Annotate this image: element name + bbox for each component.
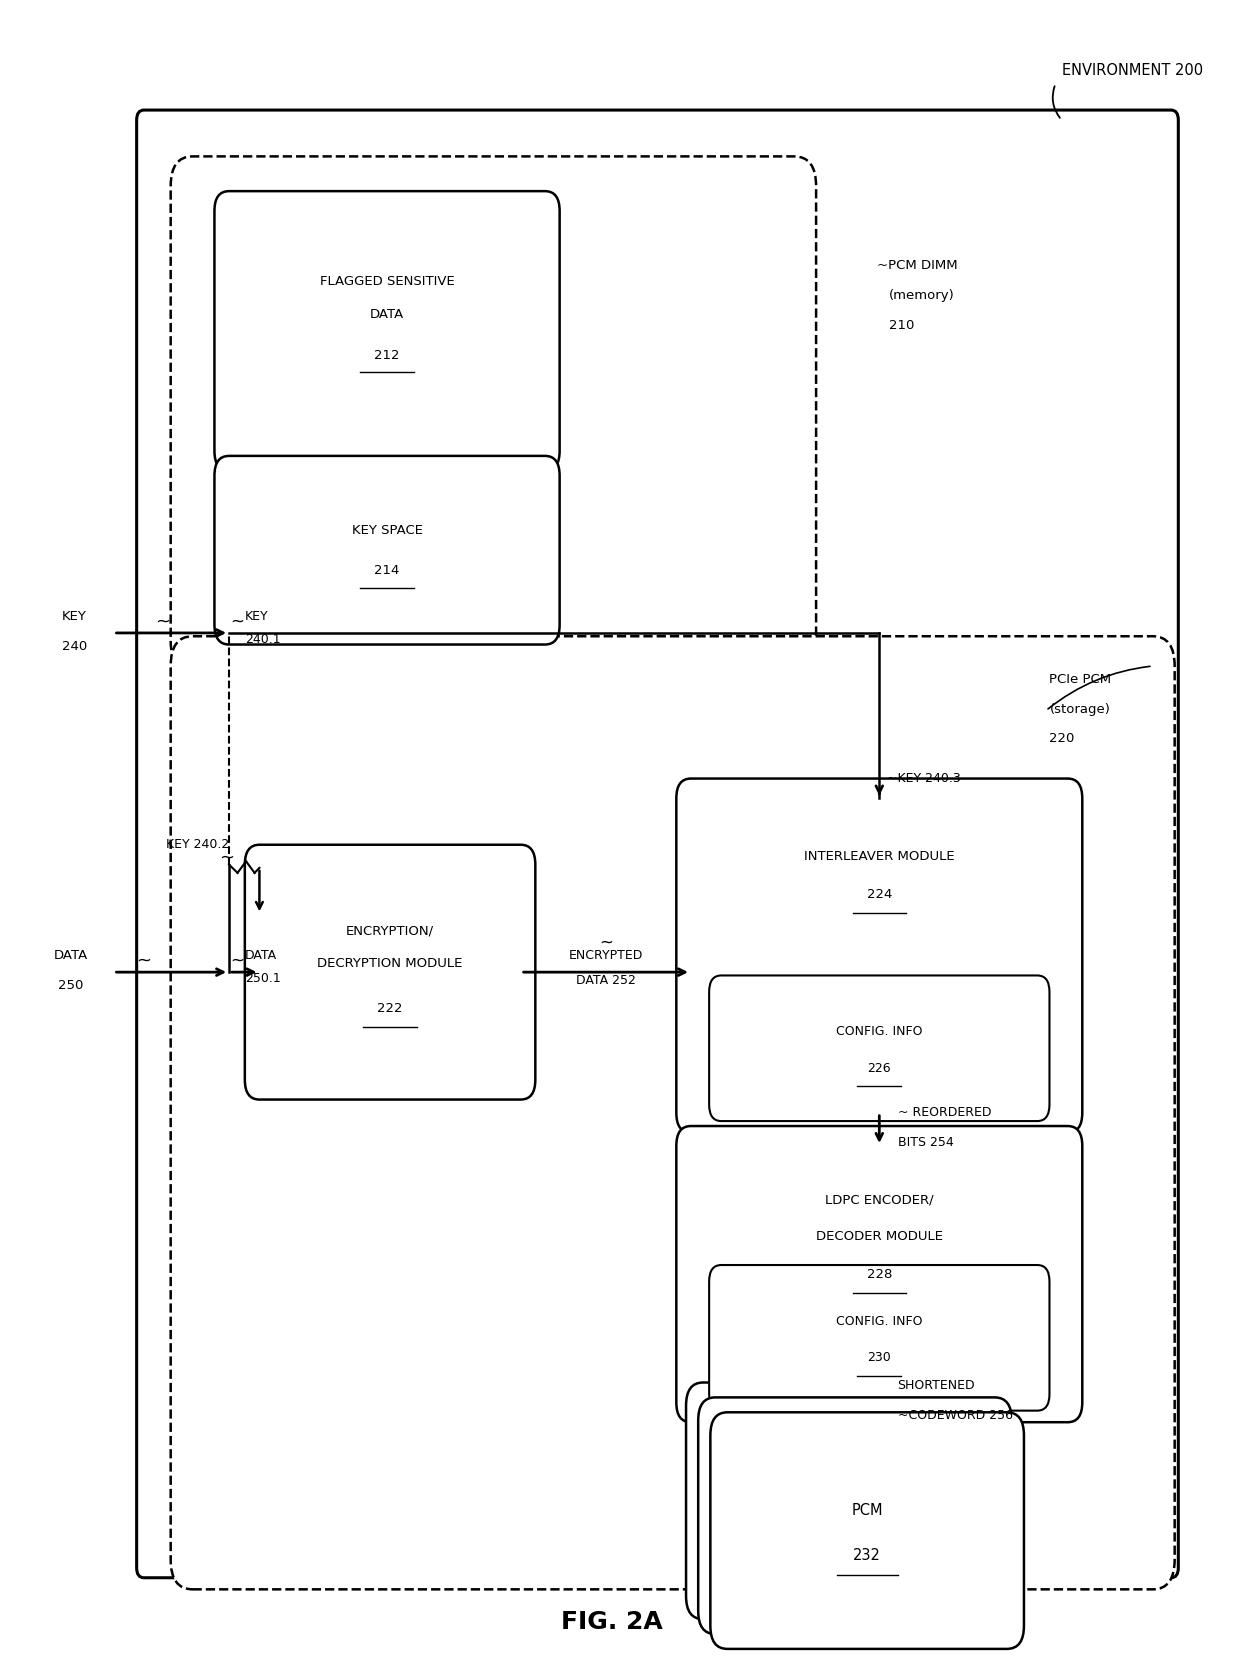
FancyBboxPatch shape <box>709 976 1049 1121</box>
Text: DATA: DATA <box>244 950 277 963</box>
Text: 210: 210 <box>889 319 914 331</box>
Text: ~: ~ <box>219 850 234 866</box>
Text: 222: 222 <box>377 1003 403 1014</box>
Text: DECODER MODULE: DECODER MODULE <box>816 1231 942 1244</box>
Text: ~PCM DIMM: ~PCM DIMM <box>877 259 957 273</box>
Text: KEY 240.2: KEY 240.2 <box>166 838 229 851</box>
Text: KEY: KEY <box>244 610 268 624</box>
Text: KEY SPACE: KEY SPACE <box>352 524 423 537</box>
Text: ENCRYPTION/: ENCRYPTION/ <box>346 925 434 938</box>
Text: PCIe PCM: PCIe PCM <box>1049 674 1111 685</box>
Text: 214: 214 <box>374 564 399 577</box>
Text: ENCRYPTED: ENCRYPTED <box>569 950 644 963</box>
Text: 226: 226 <box>868 1061 892 1074</box>
FancyBboxPatch shape <box>244 845 536 1099</box>
FancyBboxPatch shape <box>171 637 1174 1590</box>
FancyBboxPatch shape <box>676 1126 1083 1422</box>
FancyBboxPatch shape <box>686 1382 999 1620</box>
Text: 250.1: 250.1 <box>244 973 280 984</box>
Text: 212: 212 <box>374 349 399 363</box>
FancyBboxPatch shape <box>136 110 1178 1578</box>
Text: ~: ~ <box>136 951 151 970</box>
FancyBboxPatch shape <box>215 456 559 645</box>
Text: PCM: PCM <box>852 1503 883 1518</box>
Text: (storage): (storage) <box>1049 702 1110 715</box>
Text: 250: 250 <box>58 980 84 991</box>
Text: ~ REORDERED: ~ REORDERED <box>898 1106 991 1119</box>
Text: ~: ~ <box>599 933 613 951</box>
Text: 224: 224 <box>867 888 892 901</box>
Text: (memory): (memory) <box>889 289 955 303</box>
FancyBboxPatch shape <box>709 1266 1049 1410</box>
Text: ENVIRONMENT 200: ENVIRONMENT 200 <box>1061 63 1203 78</box>
Text: INTERLEAVER MODULE: INTERLEAVER MODULE <box>804 850 955 863</box>
Text: 220: 220 <box>1049 732 1075 745</box>
Text: CONFIG. INFO: CONFIG. INFO <box>836 1315 923 1327</box>
Text: KEY: KEY <box>62 610 87 624</box>
Text: 240: 240 <box>62 640 87 652</box>
Text: SHORTENED: SHORTENED <box>898 1379 975 1392</box>
Text: ~: ~ <box>155 612 170 630</box>
FancyBboxPatch shape <box>215 191 559 471</box>
Text: ~CODEWORD 256: ~CODEWORD 256 <box>898 1409 1013 1422</box>
Text: ~KEY 240.3: ~KEY 240.3 <box>887 772 960 785</box>
Text: ~: ~ <box>231 951 244 970</box>
FancyBboxPatch shape <box>171 156 816 670</box>
Text: LDPC ENCODER/: LDPC ENCODER/ <box>825 1194 934 1207</box>
Text: DATA: DATA <box>53 950 88 963</box>
Text: 228: 228 <box>867 1269 892 1282</box>
Text: DECRYPTION MODULE: DECRYPTION MODULE <box>317 958 463 971</box>
FancyBboxPatch shape <box>676 778 1083 1133</box>
Text: BITS 254: BITS 254 <box>898 1136 954 1149</box>
FancyBboxPatch shape <box>698 1397 1012 1635</box>
Text: 230: 230 <box>868 1350 892 1364</box>
Text: 232: 232 <box>853 1548 882 1563</box>
Text: FLAGGED SENSITIVE: FLAGGED SENSITIVE <box>320 274 454 288</box>
FancyBboxPatch shape <box>711 1412 1024 1650</box>
Text: FIG. 2A: FIG. 2A <box>560 1610 662 1635</box>
Text: DATA 252: DATA 252 <box>575 975 636 986</box>
Text: 240.1: 240.1 <box>244 634 280 645</box>
Text: CONFIG. INFO: CONFIG. INFO <box>836 1024 923 1038</box>
Text: DATA: DATA <box>370 308 404 321</box>
Text: ~: ~ <box>231 612 244 630</box>
